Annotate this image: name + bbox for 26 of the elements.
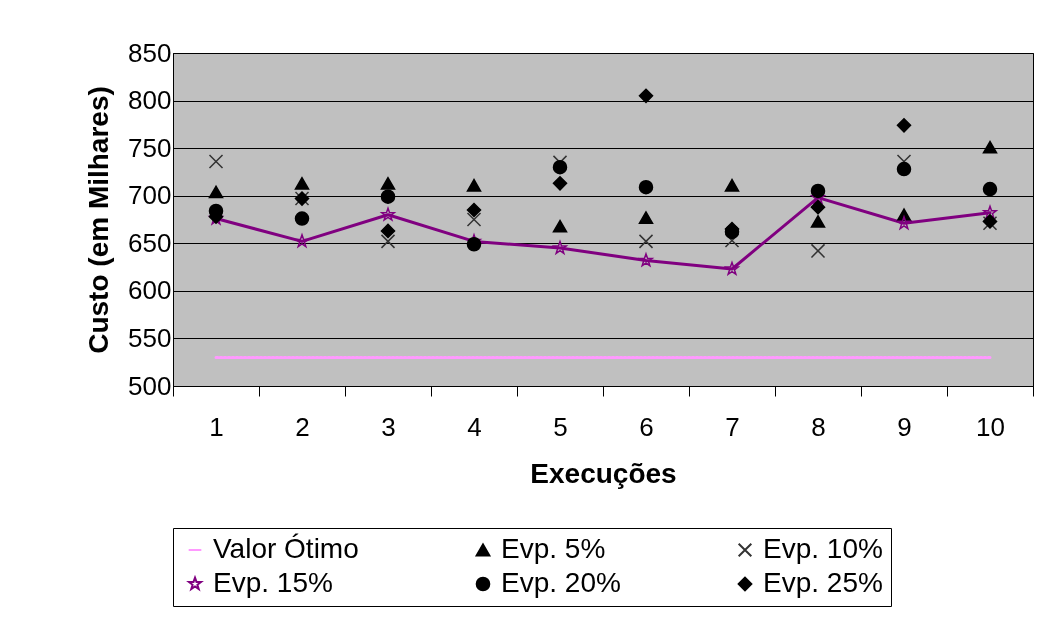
legend-label: Evp. 25%: [763, 567, 883, 598]
y-tick-label: 800: [128, 85, 172, 116]
y-tick-label: 600: [128, 275, 172, 306]
x-tick-label: 1: [209, 411, 224, 442]
x-tick-label: 6: [639, 411, 654, 442]
x-tick-label: 2: [295, 411, 310, 442]
x-tick-label: 3: [381, 411, 396, 442]
legend-label: Evp. 10%: [763, 533, 883, 564]
x-tick-label: 4: [467, 411, 482, 442]
x-tick-label: 9: [897, 411, 912, 442]
y-tick-label: 750: [128, 132, 172, 163]
legend-label: Evp. 20%: [501, 567, 621, 598]
y-tick-label: 500: [128, 370, 172, 401]
legend-label: Evp. 15%: [213, 567, 333, 598]
y-tick-label: 700: [128, 180, 172, 211]
y-axis-title: Custo (em Milhares): [83, 86, 115, 354]
x-tick-label: 10: [976, 411, 1005, 442]
x-tick-label: 7: [725, 411, 740, 442]
x-tick-label: 5: [553, 411, 568, 442]
y-tick-label: 850: [128, 37, 172, 68]
x-tick-label: 8: [811, 411, 826, 442]
y-tick-label: 550: [128, 322, 172, 353]
x-axis-title: Execuções: [530, 457, 677, 489]
y-tick-label: 650: [128, 227, 172, 258]
legend-label: Evp. 5%: [501, 533, 606, 564]
legend-label: Valor Ótimo: [213, 533, 359, 564]
